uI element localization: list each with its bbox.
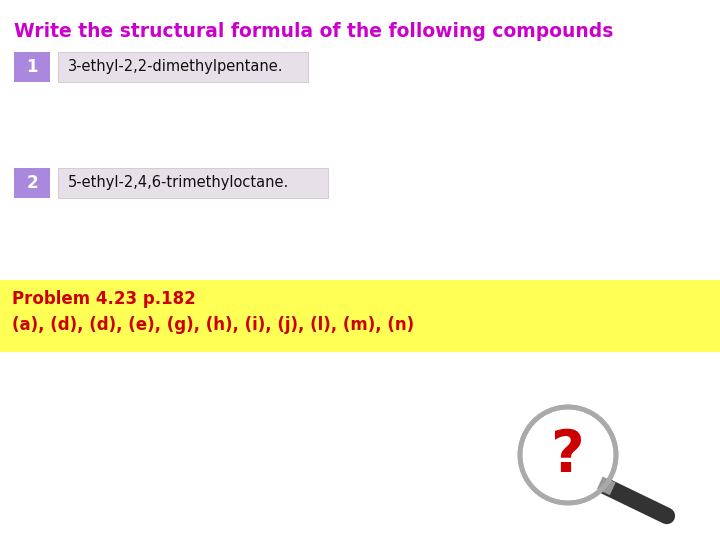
Text: 3-ethyl-2,2-dimethylpentane.: 3-ethyl-2,2-dimethylpentane.: [68, 59, 284, 75]
FancyBboxPatch shape: [0, 280, 720, 352]
Text: 2: 2: [26, 174, 38, 192]
Text: Write the structural formula of the following compounds: Write the structural formula of the foll…: [14, 22, 613, 41]
FancyBboxPatch shape: [14, 52, 50, 82]
Text: Problem 4.23 p.182: Problem 4.23 p.182: [12, 290, 196, 308]
Circle shape: [520, 407, 616, 503]
Text: (a), (d), (d), (e), (g), (h), (i), (j), (l), (m), (n): (a), (d), (d), (e), (g), (h), (i), (j), …: [12, 316, 414, 334]
Text: ?: ?: [551, 427, 585, 483]
FancyBboxPatch shape: [58, 168, 328, 198]
Text: 5-ethyl-2,4,6-trimethyloctane.: 5-ethyl-2,4,6-trimethyloctane.: [68, 176, 289, 191]
FancyBboxPatch shape: [14, 168, 50, 198]
FancyBboxPatch shape: [58, 52, 308, 82]
Text: 1: 1: [26, 58, 37, 76]
